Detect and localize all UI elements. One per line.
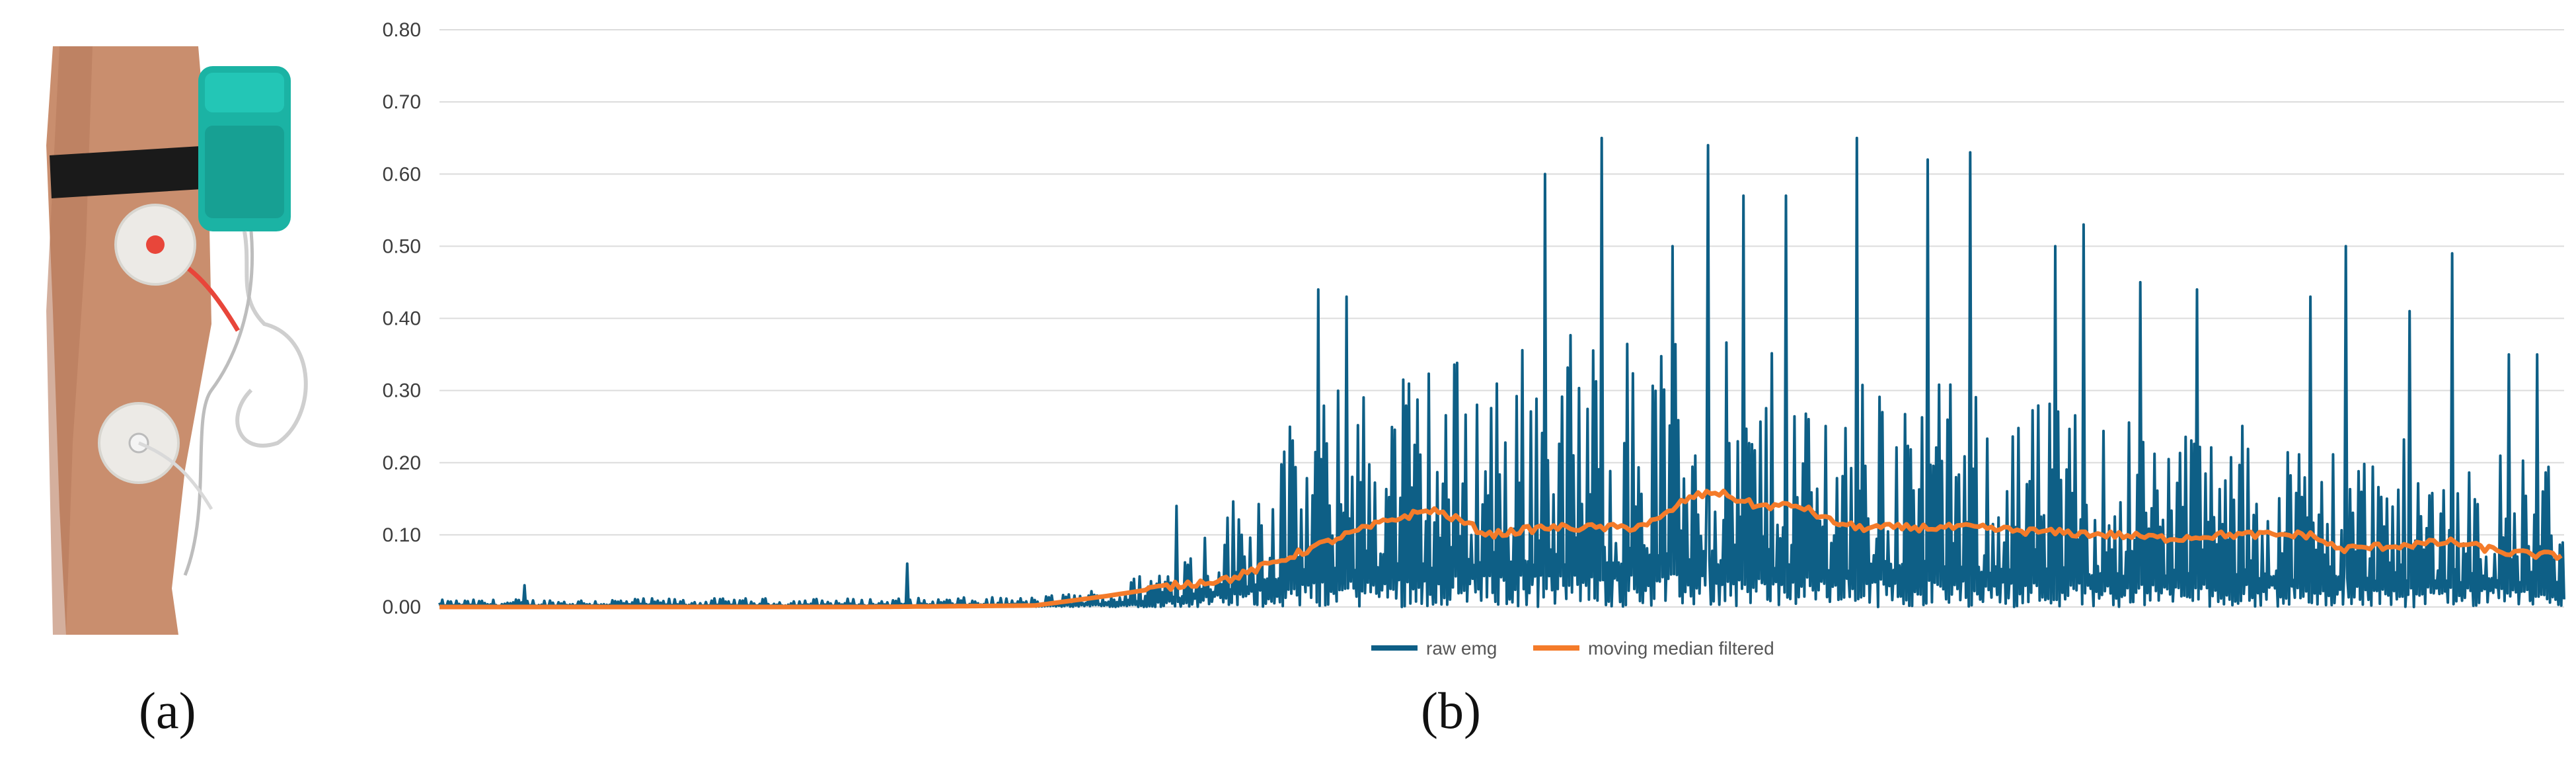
y-tick-label: 0.40: [383, 308, 421, 330]
grid: [439, 29, 2564, 608]
emg-chart: 0.00 0.10 0.20 0.30 0.40 0.50 0.60 0.70 0.80 raw…: [357, 0, 2576, 694]
legend-label-raw-emg: raw emg: [1426, 638, 1497, 659]
y-tick-label: 0.80: [383, 19, 421, 41]
series-raw-emg-line: [438, 136, 2565, 608]
y-axis-ticks: 0.00 0.10 0.20 0.30 0.40 0.50 0.60 0.70 0.80: [383, 19, 421, 618]
series-moving-median-line: [439, 489, 2563, 610]
y-tick-label: 0.30: [383, 380, 421, 402]
y-tick-label: 0.20: [383, 452, 421, 474]
series: [438, 136, 2565, 610]
panel-label-a: (a): [139, 682, 196, 739]
strap: [50, 145, 213, 198]
y-tick-label: 0.50: [383, 235, 421, 257]
emg-chart-svg: 0.00 0.10 0.20 0.30 0.40 0.50 0.60 0.70 0.80 raw…: [383, 19, 2565, 659]
legend: raw emg moving median filtered: [1371, 638, 1774, 659]
leg-with-emg-electrodes-icon: [46, 46, 308, 635]
y-tick-label: 0.00: [383, 596, 421, 618]
panel-label-b: (b): [1421, 682, 1481, 739]
y-tick-label: 0.70: [383, 91, 421, 113]
lead-wire: [235, 231, 308, 448]
legend-label-moving-median: moving median filtered: [1588, 638, 1774, 659]
y-tick-label: 0.10: [383, 524, 421, 546]
y-tick-label: 0.60: [383, 163, 421, 185]
leg-photo: [40, 46, 344, 635]
